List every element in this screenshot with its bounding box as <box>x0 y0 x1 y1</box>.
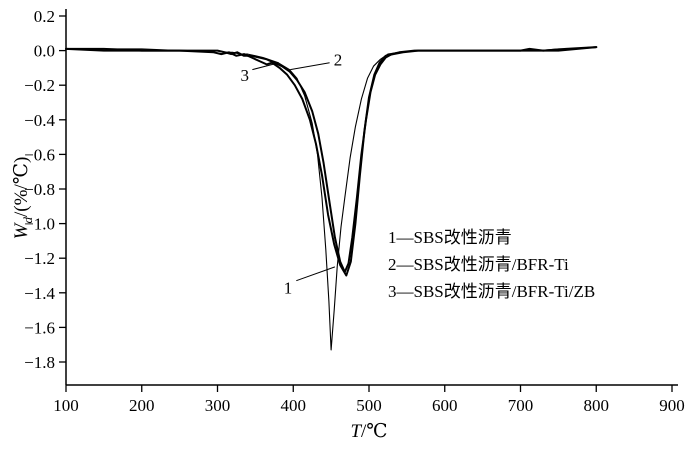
x-tick-label: 200 <box>129 396 155 415</box>
y-tick-label: −0.2 <box>24 76 55 95</box>
x-tick-label: 700 <box>508 396 534 415</box>
x-tick-label: 500 <box>356 396 382 415</box>
x-axis-label: T/℃ <box>66 420 672 443</box>
x-tick-label: 300 <box>205 396 231 415</box>
y-tick-label: 0.0 <box>34 42 55 61</box>
x-tick-label: 600 <box>432 396 458 415</box>
x-tick-label: 400 <box>281 396 307 415</box>
annotation-label-3: 3 <box>241 66 250 85</box>
x-tick-label: 900 <box>659 396 685 415</box>
y-axis-label-symbol: W <box>11 223 32 240</box>
x-tick-label: 100 <box>53 396 79 415</box>
y-tick-label: −1.8 <box>24 353 55 372</box>
annotation-label-2: 2 <box>334 50 343 69</box>
annotation-leader-1 <box>296 266 336 282</box>
y-tick-label: −0.6 <box>24 145 55 164</box>
series-line-3 <box>65 46 598 277</box>
x-tick-label: 800 <box>584 396 610 415</box>
x-axis-label-units: /℃ <box>361 421 388 442</box>
y-tick-label: −1.0 <box>24 215 55 234</box>
y-tick-label: −1.4 <box>24 284 55 303</box>
x-axis-label-symbol: T <box>350 421 362 442</box>
y-axis-label-units: /(%/℃) <box>11 156 32 217</box>
chart-legend: 1—SBS改性沥青 2—SBS改性沥青/BFR-Ti 3—SBS改性沥青/BFR… <box>388 224 595 305</box>
y-axis-label: Wd/(%/℃) <box>10 48 35 348</box>
annotation-leader-3 <box>252 62 279 71</box>
y-tick-label: −0.4 <box>24 111 55 130</box>
annotation-label-1: 1 <box>284 279 293 298</box>
legend-item-2: 2—SBS改性沥青/BFR-Ti <box>388 255 569 274</box>
legend-item-1: 1—SBS改性沥青 <box>388 228 512 247</box>
y-tick-label: −1.6 <box>24 318 55 337</box>
y-tick-label: −1.2 <box>24 249 55 268</box>
legend-item-3: 3—SBS改性沥青/BFR-Ti/ZB <box>388 282 596 301</box>
annotation-leader-2 <box>290 62 330 71</box>
y-axis-label-subscript: d <box>19 216 35 224</box>
y-tick-label: −0.8 <box>24 180 55 199</box>
y-tick-label: 0.2 <box>34 7 55 26</box>
